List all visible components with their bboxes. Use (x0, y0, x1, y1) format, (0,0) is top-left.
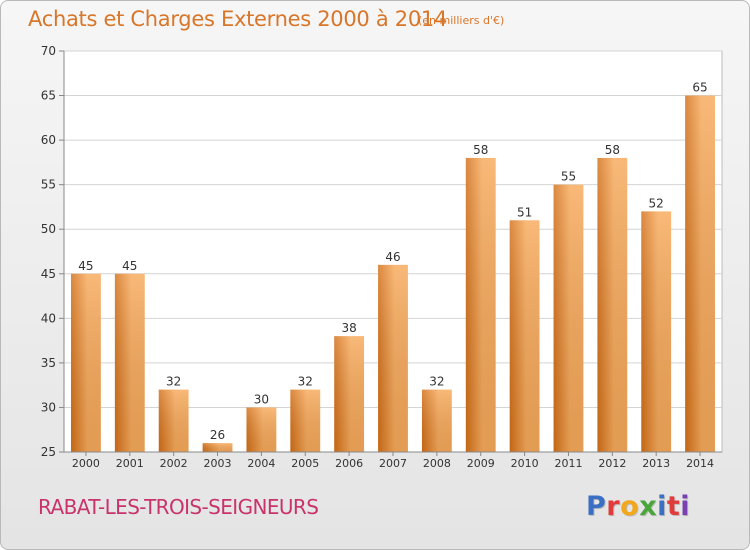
data-label-2003: 26 (210, 428, 225, 442)
data-label-2002: 32 (166, 375, 181, 389)
logo-letter: i (657, 491, 667, 522)
data-label-2001: 45 (122, 259, 137, 273)
logo-letter: t (666, 491, 681, 522)
proxiti-logo: Proxiti (586, 491, 690, 522)
y-tick-label: 30 (41, 400, 56, 414)
bar-shade-2012 (597, 157, 628, 452)
x-tick-label-2011: 2011 (554, 457, 582, 470)
bars (71, 95, 715, 453)
bar-shade-2003 (202, 443, 233, 452)
bar-shade-2001 (114, 273, 145, 452)
y-tick-label: 70 (41, 44, 56, 58)
x-tick-label-2005: 2005 (291, 457, 319, 470)
bar-shade-2000 (71, 273, 101, 452)
x-tick-label-2008: 2008 (423, 457, 451, 470)
y-tick-label: 35 (41, 356, 56, 370)
bar-shade-2006 (334, 336, 365, 452)
x-tick-label-2001: 2001 (116, 457, 144, 470)
y-tick-label: 55 (41, 178, 56, 192)
x-tick-label-2006: 2006 (335, 457, 363, 470)
chart-subtitle: (en milliers d'€) (418, 14, 505, 27)
data-label-2006: 38 (341, 321, 356, 335)
logo-letter: x (639, 491, 658, 522)
data-label-2007: 46 (385, 250, 400, 264)
y-tick-label: 50 (41, 222, 56, 236)
logo-letter: r (606, 491, 621, 522)
y-tick-label: 65 (41, 89, 56, 103)
x-tick-label-2000: 2000 (72, 457, 100, 470)
y-tick-label: 60 (41, 133, 56, 147)
data-label-2008: 32 (429, 375, 444, 389)
x-tick-label-2004: 2004 (247, 457, 275, 470)
x-tick-label-2010: 2010 (511, 457, 539, 470)
data-label-2004: 30 (254, 392, 269, 406)
bar-shade-2008 (421, 389, 452, 452)
bar-shade-2009 (465, 157, 496, 452)
logo-letter: i (680, 491, 691, 522)
bar-shade-2014 (685, 95, 715, 453)
bar-shade-2005 (290, 389, 321, 452)
x-tick-label-2007: 2007 (379, 457, 407, 470)
bar-shade-2011 (553, 184, 584, 452)
x-axis: 2000 2001 2002 2003 2004 2005 2006 2007 2008 2009… (64, 451, 722, 470)
x-tick-label-2014: 2014 (686, 457, 714, 470)
data-label-2013: 52 (649, 196, 664, 210)
bar-shade-2002 (158, 389, 189, 452)
y-tick-label: 45 (41, 267, 56, 281)
x-tick-label-2003: 2003 (204, 457, 232, 470)
y-tick-label: 25 (41, 445, 56, 459)
logo-letter: o (620, 491, 640, 522)
data-labels: 45 45 32 26 30 32 38 46 32 58 51 55 58 52 65 (78, 81, 707, 443)
bar-shade-2007 (378, 264, 408, 452)
bar-shade-2010 (509, 220, 540, 452)
data-label-2009: 58 (473, 143, 488, 157)
x-tick-label-2012: 2012 (598, 457, 626, 470)
data-label-2000: 45 (78, 259, 93, 273)
x-tick-label-2013: 2013 (642, 457, 670, 470)
logo-letter: P (586, 491, 607, 522)
bar-shade-2004 (246, 407, 277, 452)
data-label-2005: 32 (298, 375, 313, 389)
data-label-2012: 58 (605, 143, 620, 157)
y-axis: 25 30 35 40 45 50 55 60 65 70 (41, 44, 65, 459)
chart-title: Achats et Charges Externes 2000 à 2014 (28, 7, 448, 31)
x-tick-label-2002: 2002 (160, 457, 188, 470)
bar-shade-2013 (641, 211, 672, 452)
x-tick-label-2009: 2009 (467, 457, 495, 470)
data-label-2010: 51 (517, 205, 532, 219)
y-tick-label: 40 (41, 311, 56, 325)
town-name: RABAT-LES-TROIS-SEIGNEURS (38, 495, 319, 519)
data-label-2014: 65 (692, 81, 707, 95)
data-label-2011: 55 (561, 170, 576, 184)
